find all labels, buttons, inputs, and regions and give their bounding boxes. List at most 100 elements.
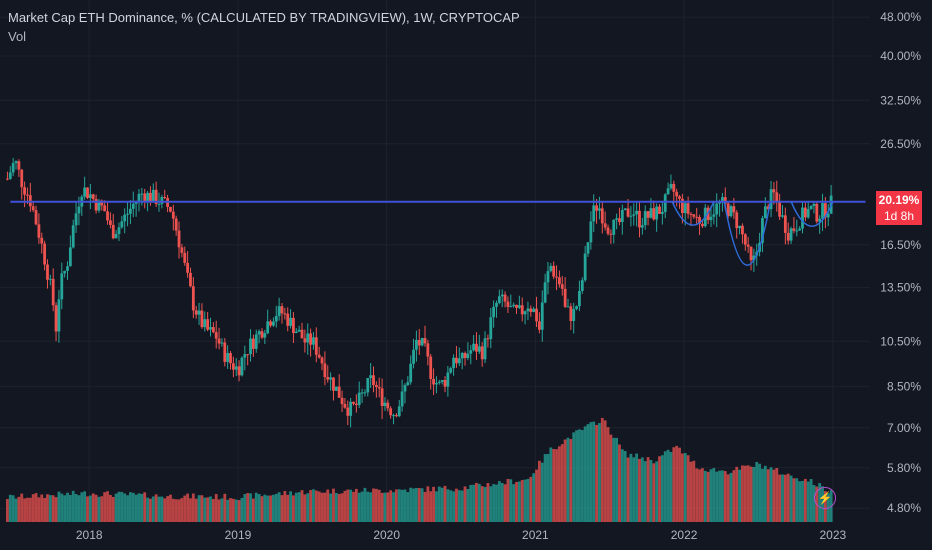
candle-body <box>357 392 361 406</box>
candle-body <box>106 211 109 221</box>
volume-bar <box>154 494 158 522</box>
lightning-bolt-icon[interactable]: ⚡ <box>814 487 836 509</box>
volume-bar <box>552 448 556 522</box>
candle-body <box>31 206 35 211</box>
price-tick-label: 16.50% <box>880 238 921 252</box>
candle-body <box>140 193 144 195</box>
candle-body <box>426 343 430 357</box>
candle-body <box>292 317 295 334</box>
candle-body <box>220 342 224 344</box>
candle-body <box>655 206 659 220</box>
candle-body <box>520 305 524 315</box>
candle-body <box>174 218 178 231</box>
volume-bar <box>23 498 26 522</box>
volume-bar <box>466 489 470 522</box>
volume-bar <box>26 497 29 522</box>
candle-body <box>466 353 470 359</box>
candle-body <box>126 213 129 215</box>
volume-bar <box>334 492 338 522</box>
volume-bar <box>186 493 190 522</box>
candle-body <box>314 337 318 355</box>
volume-bar <box>497 481 501 522</box>
volume-bar <box>54 497 58 522</box>
candle-body <box>163 197 167 199</box>
volume-bar <box>795 478 799 522</box>
candle-body <box>718 202 721 204</box>
candle-body <box>71 225 75 248</box>
candle-body <box>695 216 699 218</box>
candle-body <box>761 218 764 243</box>
volume-bar <box>246 493 250 522</box>
volume-bar <box>37 497 41 522</box>
candle-body <box>738 225 741 229</box>
candle-body <box>180 247 184 253</box>
candle-body <box>300 329 304 339</box>
volume-bar <box>106 491 109 522</box>
candle-body <box>100 200 104 206</box>
candle-body <box>249 338 252 355</box>
volume-bar <box>492 484 496 522</box>
candle-body <box>435 383 438 385</box>
candle-body <box>332 377 335 391</box>
volume-bar <box>74 494 78 522</box>
volume-bar <box>692 460 696 522</box>
candle-body <box>43 243 47 265</box>
candle-body <box>509 306 513 308</box>
candle-body <box>6 178 9 180</box>
volume-bar <box>612 437 616 522</box>
volume-bar <box>352 491 355 522</box>
cup-arc <box>723 201 772 266</box>
candle-body <box>28 195 32 207</box>
candle-body <box>598 208 601 211</box>
candle-body <box>449 368 453 373</box>
candle-body <box>340 397 344 404</box>
volume-bar <box>558 446 561 522</box>
candle-body <box>769 189 773 210</box>
volume-bar <box>129 492 132 522</box>
candle-body <box>380 388 384 406</box>
candle-body <box>83 187 87 197</box>
volume-bar <box>726 474 730 522</box>
candle-body <box>223 342 227 362</box>
candle-body <box>595 205 598 211</box>
volume-bar <box>578 429 581 522</box>
candle-body <box>217 338 221 344</box>
candle-body <box>329 377 333 380</box>
volume-bar <box>123 493 127 522</box>
candle-body <box>231 363 235 370</box>
candle-body <box>818 218 822 222</box>
price-tick-label: 26.50% <box>880 137 921 151</box>
candle-body <box>377 387 381 389</box>
candle-body <box>563 288 567 307</box>
volume-bar <box>537 460 541 522</box>
candle-body <box>177 230 181 248</box>
candle-body <box>334 386 338 391</box>
volume-bar <box>111 496 115 522</box>
candle-body <box>795 230 799 232</box>
candle-body <box>658 206 661 214</box>
volume-bar <box>812 484 816 522</box>
candle-body <box>277 306 281 317</box>
candle-body <box>812 203 816 206</box>
volume-bar <box>71 490 75 522</box>
candle-body <box>320 357 324 364</box>
volume-bar <box>157 496 161 522</box>
candle-body <box>209 327 212 330</box>
candle-body <box>131 203 135 209</box>
volume-bar <box>317 491 321 522</box>
candle-body <box>457 358 461 364</box>
volume-bar <box>151 496 155 522</box>
candle-body <box>666 188 670 195</box>
candle-body <box>337 386 341 398</box>
candle-body <box>26 194 29 196</box>
volume-bar <box>781 474 784 522</box>
volume-bar <box>397 489 401 522</box>
candle-body <box>286 313 290 326</box>
candle-body <box>732 206 736 213</box>
volume-bar <box>721 470 724 522</box>
volume-bar <box>646 457 650 522</box>
volume-bar <box>741 465 744 522</box>
candle-body <box>280 306 284 314</box>
candle-body <box>612 219 616 235</box>
